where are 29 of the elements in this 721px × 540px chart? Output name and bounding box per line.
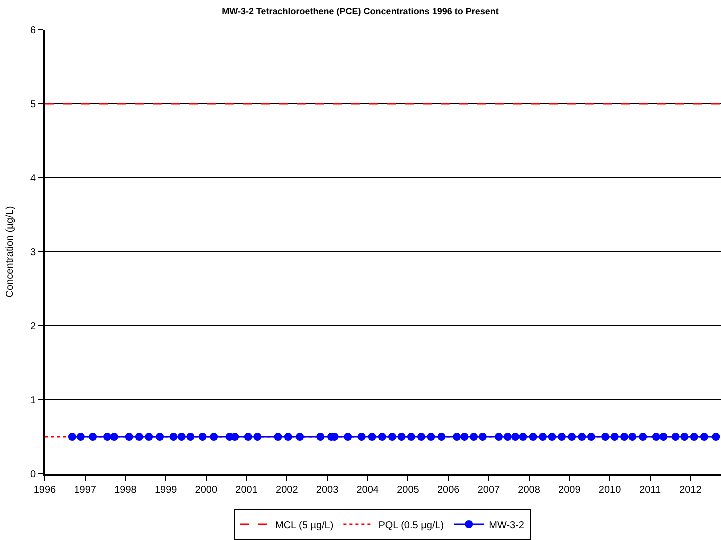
y-tick-label: 1 <box>30 396 36 406</box>
y-tick-label: 5 <box>30 100 36 110</box>
x-tick-label: 2008 <box>518 485 541 496</box>
x-tick-label: 2000 <box>195 485 218 496</box>
x-tick-label: 1997 <box>74 485 97 496</box>
chart-title: MW-3-2 Tetrachloroethene (PCE) Concentrations 1996 to Present <box>222 6 499 16</box>
y-tick-label: 6 <box>30 26 36 36</box>
legend-label: PQL (0.5 µg/L) <box>378 520 444 532</box>
x-tick-label: 2012 <box>680 485 702 496</box>
x-tick-label: 2011 <box>640 485 662 496</box>
x-tick-label: 2001 <box>236 485 258 496</box>
x-tick-label: 2006 <box>437 485 460 496</box>
x-tick-label: 2003 <box>316 485 340 496</box>
y-axis-title: Concentration (µg/L) <box>4 206 16 298</box>
legend-label: MCL (5 µg/L) <box>276 520 334 532</box>
x-tick-label: 1998 <box>114 485 138 496</box>
y-tick-label: 2 <box>30 322 36 332</box>
y-tick-label: 0 <box>30 470 36 480</box>
x-tick-label: 2002 <box>276 485 299 496</box>
x-tick-label: 1999 <box>154 485 178 496</box>
x-tick-label: 2010 <box>598 485 622 496</box>
x-tick-label: 2005 <box>397 485 420 496</box>
x-tick-label: 2007 <box>478 485 500 496</box>
y-tick-label: 4 <box>30 174 36 184</box>
legend-label: MW-3-2 <box>489 520 525 532</box>
x-tick-label: 2004 <box>356 485 380 496</box>
x-tick-label: 1996 <box>34 485 57 496</box>
x-tick-label: 2009 <box>558 485 582 496</box>
y-tick-label: 3 <box>30 248 36 258</box>
